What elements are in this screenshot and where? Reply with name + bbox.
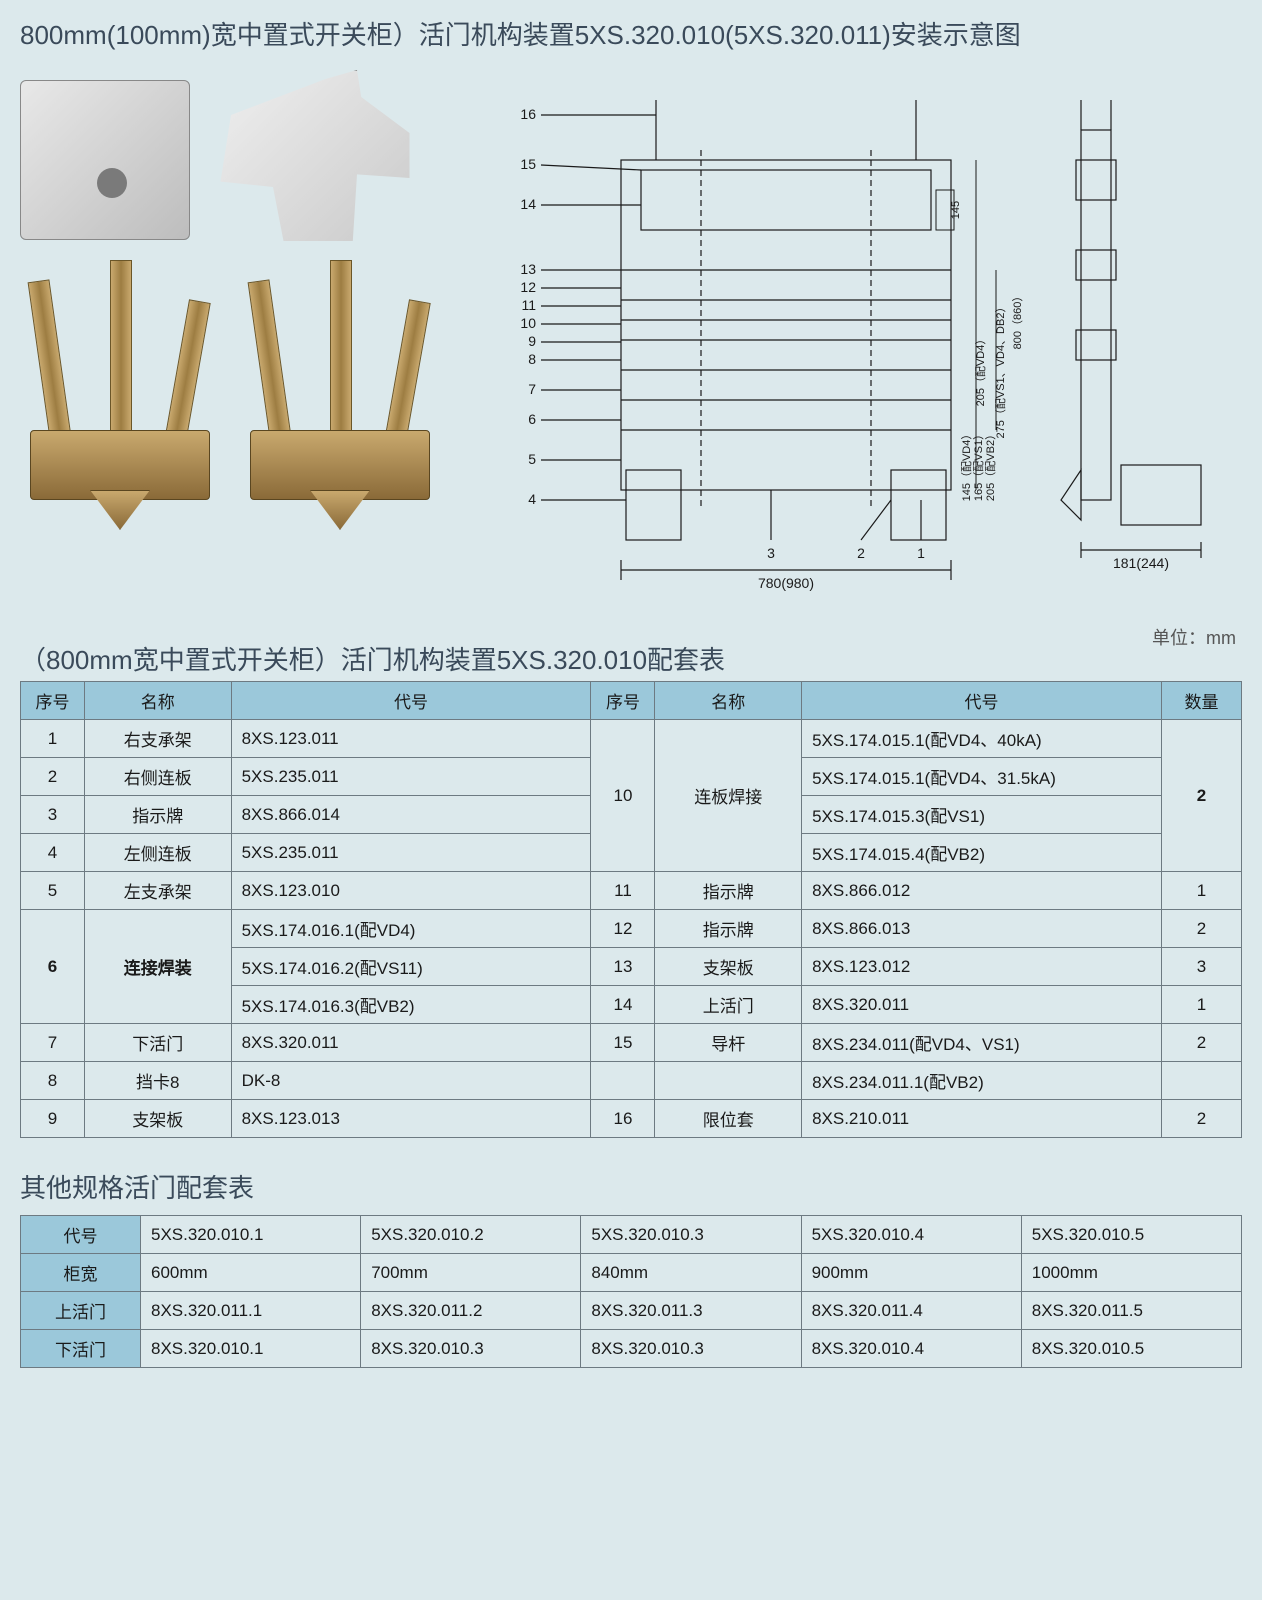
table-row: 5 左支承架 8XS.123.010 11 指示牌 8XS.866.012 1 <box>21 872 1242 910</box>
col-code2: 代号 <box>802 682 1162 720</box>
svg-text:780(980): 780(980) <box>758 575 814 591</box>
svg-text:14: 14 <box>520 196 536 212</box>
col-name2: 名称 <box>655 682 802 720</box>
svg-text:10: 10 <box>520 315 536 331</box>
table-header-row: 代号 5XS.320.010.1 5XS.320.010.2 5XS.320.0… <box>21 1216 1242 1254</box>
svg-text:8: 8 <box>528 351 536 367</box>
table-header-row: 序号 名称 代号 序号 名称 代号 数量 <box>21 682 1242 720</box>
svg-text:13: 13 <box>520 261 536 277</box>
parts-table: 序号 名称 代号 序号 名称 代号 数量 1 右支承架 8XS.123.011 … <box>20 681 1242 1138</box>
spec-table: 代号 5XS.320.010.1 5XS.320.010.2 5XS.320.0… <box>20 1215 1242 1368</box>
col-name: 名称 <box>84 682 231 720</box>
photo-mechanism-left <box>20 270 220 530</box>
col-seq2: 序号 <box>591 682 655 720</box>
table-row: 7 下活门 8XS.320.011 15 导杆 8XS.234.011(配VD4… <box>21 1024 1242 1062</box>
photo-plate <box>210 70 420 250</box>
table-row: 8 挡卡8 DK-8 8XS.234.011.1(配VB2) <box>21 1062 1242 1100</box>
svg-text:6: 6 <box>528 411 536 427</box>
svg-text:12: 12 <box>520 279 536 295</box>
table2-title: 其他规格活门配套表 <box>20 1168 1242 1205</box>
svg-text:7: 7 <box>528 381 536 397</box>
table-row: 下活门 8XS.320.010.1 8XS.320.010.3 8XS.320.… <box>21 1330 1242 1368</box>
table1-title: （800mm宽中置式开关柜）活门机构装置5XS.320.010配套表 <box>20 640 725 677</box>
col-qty: 数量 <box>1161 682 1241 720</box>
svg-text:165（配VS1）: 165（配VS1） <box>972 429 985 501</box>
col-seq: 序号 <box>21 682 85 720</box>
svg-text:145: 145 <box>950 201 962 219</box>
table-row: 柜宽 600mm 700mm 840mm 900mm 1000mm <box>21 1254 1242 1292</box>
svg-text:181(244): 181(244) <box>1113 555 1169 571</box>
table-row: 9 支架板 8XS.123.013 16 限位套 8XS.210.011 2 <box>21 1100 1242 1138</box>
svg-text:3: 3 <box>767 545 775 561</box>
photo-mechanism-right <box>240 270 440 530</box>
photo-bracket <box>20 80 190 240</box>
diagram-area: 16 15 14 13 12 11 10 9 8 7 6 5 4 3 2 <box>20 70 1242 610</box>
svg-text:145（配VD4）: 145（配VD4） <box>960 429 973 502</box>
page-title: 800mm(100mm)宽中置式开关柜）活门机构装置5XS.320.010(5X… <box>20 15 1242 52</box>
callout-numbers: 16 15 14 13 12 11 10 9 8 7 6 5 4 <box>520 106 536 507</box>
svg-text:205（配VD4）: 205（配VD4） <box>974 334 987 407</box>
svg-text:4: 4 <box>528 491 536 507</box>
technical-drawing: 16 15 14 13 12 11 10 9 8 7 6 5 4 3 2 <box>480 70 1242 610</box>
col-code: 代号 <box>231 682 591 720</box>
svg-text:5: 5 <box>528 451 536 467</box>
svg-text:205（配VB2）: 205（配VB2） <box>984 429 997 501</box>
svg-text:15: 15 <box>520 156 536 172</box>
table-row: 上活门 8XS.320.011.1 8XS.320.011.2 8XS.320.… <box>21 1292 1242 1330</box>
table-row: 1 右支承架 8XS.123.011 10 连板焊接 5XS.174.015.1… <box>21 720 1242 758</box>
svg-text:275（配VS1、VD4、DB2）: 275（配VS1、VD4、DB2） <box>994 302 1007 439</box>
svg-text:2: 2 <box>857 545 865 561</box>
unit-label: 单位：mm <box>1152 624 1236 650</box>
svg-text:9: 9 <box>528 333 536 349</box>
product-photos <box>20 70 460 610</box>
svg-text:1: 1 <box>917 545 925 561</box>
table-row: 6 连接焊装 5XS.174.016.1(配VD4) 12 指示牌 8XS.86… <box>21 910 1242 948</box>
svg-text:16: 16 <box>520 106 536 122</box>
svg-text:11: 11 <box>521 297 536 313</box>
svg-text:800（860）: 800（860） <box>1011 291 1024 350</box>
